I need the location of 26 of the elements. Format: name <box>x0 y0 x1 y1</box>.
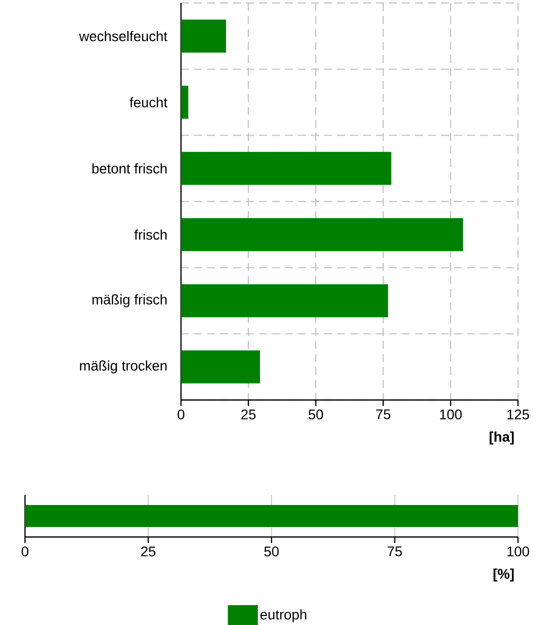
y-tick-label: feucht <box>130 97 168 108</box>
y-tick-label: mäßig trocken <box>80 360 167 374</box>
x-axis-title: [ha] <box>490 432 514 445</box>
x-tick-label: 75 <box>376 410 390 420</box>
y-tick-label: frisch <box>134 229 167 240</box>
legend-label: eutroph <box>260 609 306 622</box>
x-tick-label: 100 <box>440 410 462 420</box>
bar <box>181 20 226 53</box>
x-tick-label: 50 <box>264 546 279 556</box>
x-tick-label: 100 <box>507 546 530 556</box>
bar <box>181 86 188 119</box>
bar <box>181 284 388 318</box>
bar <box>181 152 392 185</box>
x-axis-title: [%] <box>494 568 514 582</box>
x-tick-label: 0 <box>178 410 184 420</box>
x-tick-label: 25 <box>241 410 256 420</box>
x-tick-label: 25 <box>141 546 156 556</box>
y-tick-label: wechselfeucht <box>79 30 168 42</box>
x-tick-label: 125 <box>507 410 530 420</box>
x-tick-label: 0 <box>22 546 28 556</box>
y-tick-label: mäßig frisch <box>92 294 167 308</box>
x-tick-label: 75 <box>388 546 402 556</box>
x-tick-label: 50 <box>308 410 324 420</box>
bar <box>181 350 260 384</box>
y-tick-label: betont frisch <box>92 163 167 174</box>
bar <box>181 218 464 252</box>
